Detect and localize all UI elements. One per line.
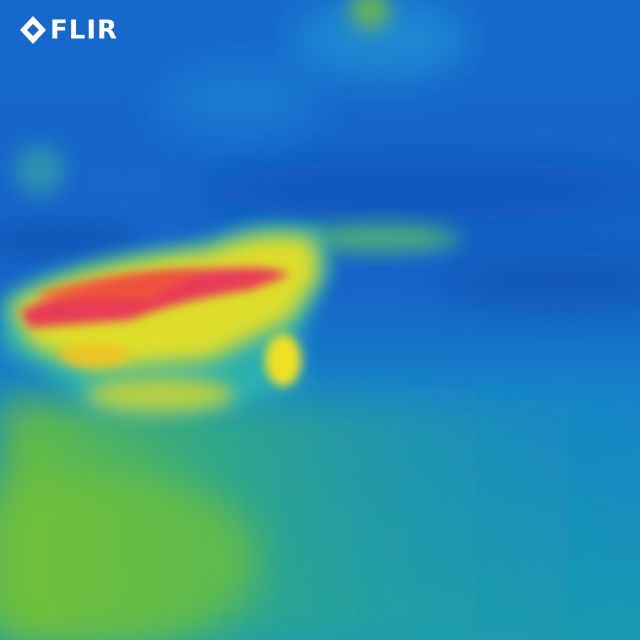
logo-icon [27,24,39,36]
warm-patch [350,0,390,30]
ground-warm [0,470,260,640]
car-hood [40,271,200,300]
car-light [60,343,130,367]
warm-patch [290,0,470,80]
cold-band [0,222,140,258]
logo: FLIR [20,16,118,46]
warm-patch [160,60,320,140]
warm-patch [15,145,65,195]
car-wheel [265,334,301,386]
logo-text: FLIR [50,16,118,46]
cold-band [200,160,640,220]
car-bumper [85,377,235,413]
car-roof [300,224,460,252]
car-hood [20,267,290,328]
cold-band [440,250,640,310]
